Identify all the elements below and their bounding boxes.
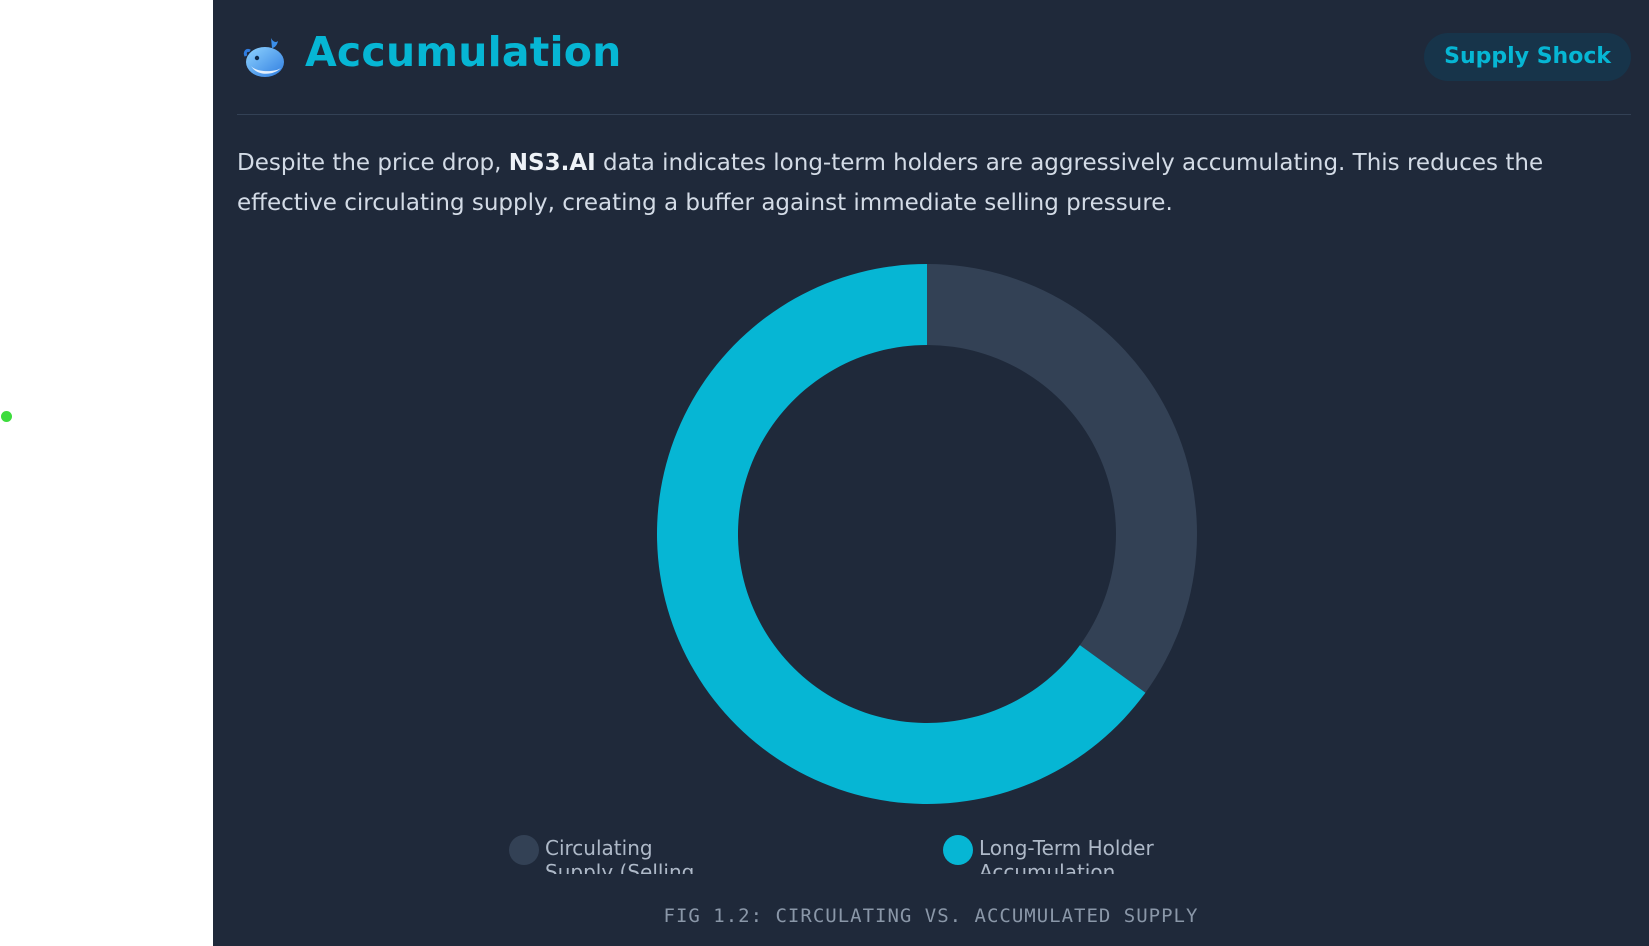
legend-swatch-1 xyxy=(943,835,973,865)
cursor-indicator xyxy=(1,411,12,422)
whale-icon xyxy=(243,38,284,77)
description-after: data indicates long-term holders are agg… xyxy=(237,150,1544,216)
section-header: Accumulation Supply Shock xyxy=(237,0,1631,115)
figure-caption: FIG 1.2: CIRCULATING VS. ACCUMULATED SUP… xyxy=(663,905,1199,927)
description-highlight: NS3.AI xyxy=(508,150,596,176)
legend-label-1: Long-Term Holder Accumulation xyxy=(979,836,1154,874)
donut-slice-1[interactable] xyxy=(657,263,1146,805)
description-before: Despite the price drop, xyxy=(237,150,509,176)
supply-shock-badge[interactable]: Supply Shock xyxy=(1424,33,1631,81)
section-title: Accumulation xyxy=(305,28,622,76)
accumulation-panel: Accumulation Supply Shock Despite the pr… xyxy=(213,0,1649,946)
legend-label-0: Circulating Supply (Selling xyxy=(545,836,695,874)
supply-donut-chart xyxy=(657,263,1197,805)
donut-slice-0[interactable] xyxy=(927,264,1197,693)
description-text: Despite the price drop, NS3.AI data indi… xyxy=(237,143,1637,223)
legend-swatch-0 xyxy=(509,835,539,865)
left-blank-area xyxy=(0,0,213,946)
